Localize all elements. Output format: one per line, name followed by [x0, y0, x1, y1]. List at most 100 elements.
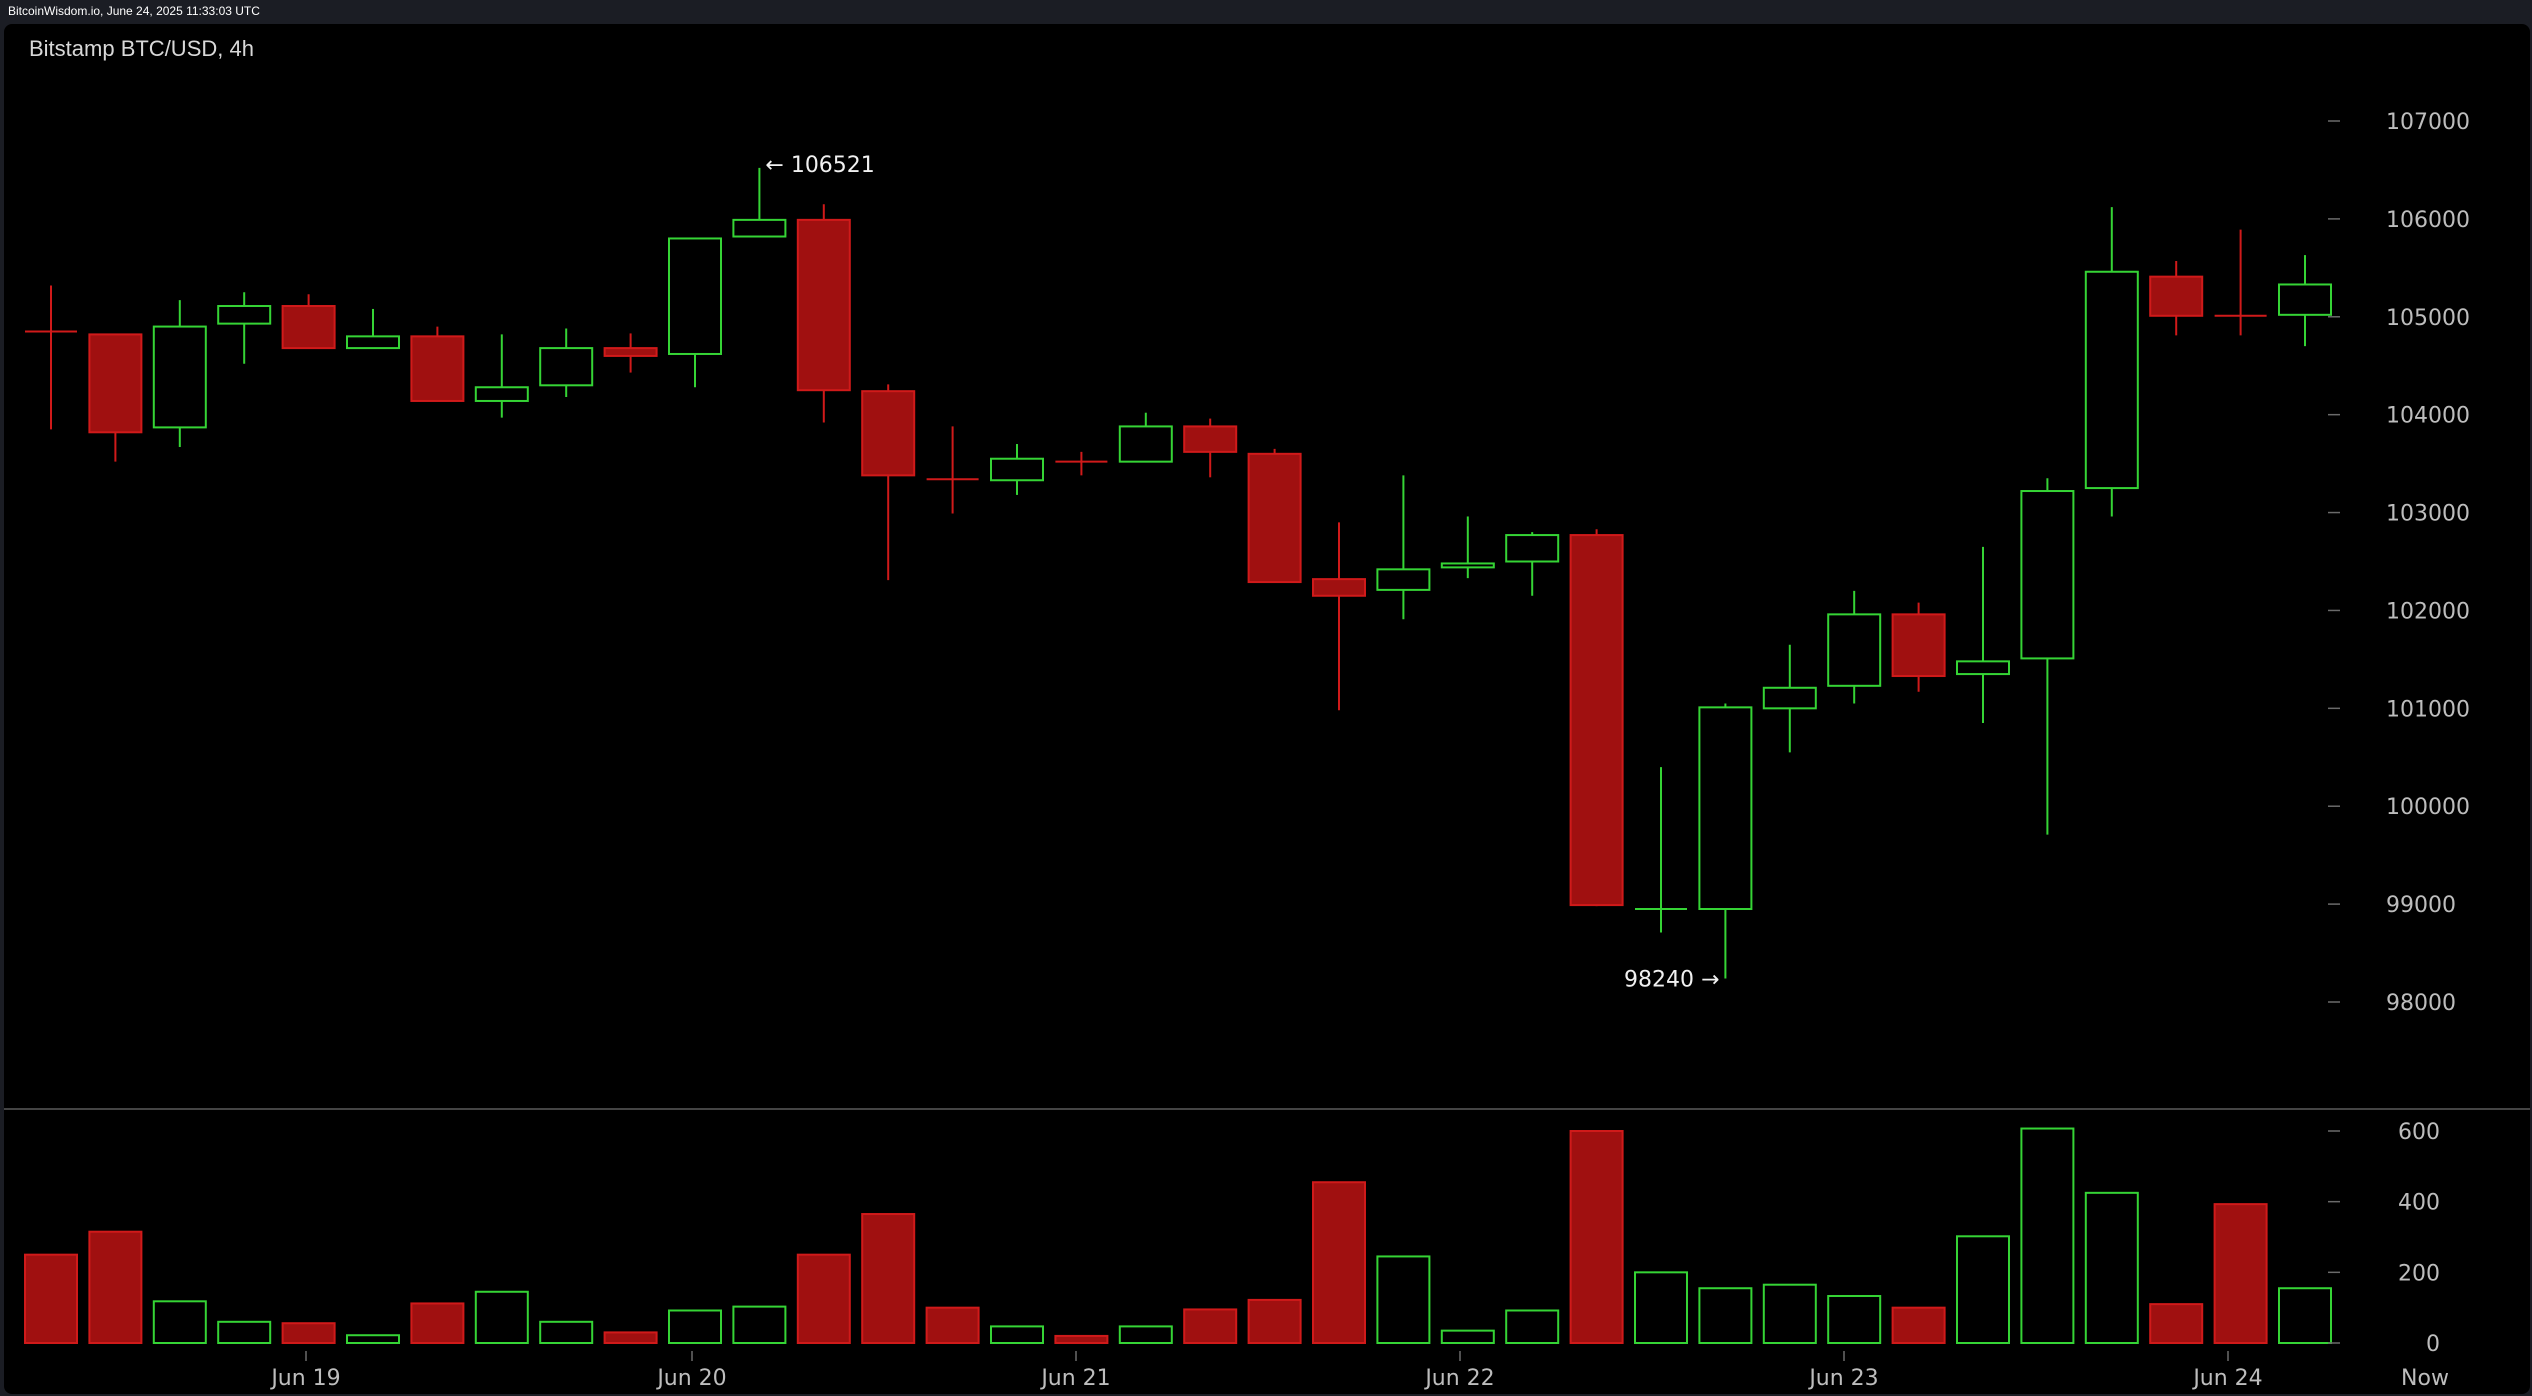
- candle: [1118, 412, 1173, 463]
- candle: [2214, 229, 2267, 336]
- volume-bar: [1698, 1287, 1753, 1344]
- volume-bar: [2213, 1203, 2268, 1345]
- volume-bar: [346, 1334, 400, 1345]
- candle: [1376, 475, 1431, 620]
- candle: [1183, 418, 1238, 478]
- volume-bar: [1762, 1283, 1817, 1344]
- time-tick-label: Jun 21: [1039, 1366, 1110, 1391]
- candle: [1055, 451, 1108, 476]
- price-tick-label: 106000: [2386, 208, 2470, 233]
- candle: [861, 384, 916, 581]
- candle: [1247, 448, 1302, 584]
- volume-bar: [1376, 1255, 1431, 1345]
- volume-bar: [1505, 1309, 1560, 1344]
- candle-body: [346, 335, 400, 350]
- chart-canvas[interactable]: 98000 99000 100000 101000 102000 103000 104000…: [4, 24, 2530, 1394]
- volume-bar: [990, 1325, 1044, 1344]
- time-tick-label: Jun 24: [2191, 1366, 2262, 1391]
- volume-bar: [1183, 1308, 1238, 1345]
- candle-body: [217, 305, 272, 325]
- volume-tick-label: 600: [2398, 1120, 2440, 1145]
- candle-body: [1569, 534, 1624, 907]
- time-tick-label: Jun 19: [269, 1366, 340, 1391]
- candle: [1312, 522, 1366, 711]
- volume-tick-label: 200: [2398, 1261, 2440, 1286]
- volume-tick-label: 0: [2426, 1332, 2440, 1357]
- candle: [474, 334, 529, 418]
- price-tick-label: 100000: [2386, 795, 2470, 820]
- candle-body: [1956, 660, 2010, 676]
- candle-body: [539, 347, 594, 387]
- candle: [732, 167, 787, 238]
- top-bar: BitcoinWisdom.io, June 24, 2025 11:33:03…: [0, 0, 2532, 24]
- price-tick-label: 103000: [2386, 502, 2470, 527]
- volume-bar: [861, 1213, 916, 1344]
- volume-bar: [88, 1230, 143, 1344]
- volume-bar: [1827, 1295, 1882, 1345]
- candle-body: [1312, 578, 1366, 597]
- candle-body: [88, 333, 143, 434]
- volume-bar: [2149, 1303, 2204, 1344]
- candle: [603, 333, 658, 373]
- volume-bar: [1440, 1329, 1495, 1344]
- candle-body: [152, 325, 207, 429]
- volume-bar: [1312, 1181, 1366, 1344]
- annotations: ← 106521 98240 →: [765, 153, 1719, 993]
- price-tick-label: 99000: [2386, 893, 2456, 918]
- candle: [1440, 516, 1495, 579]
- candle: [410, 326, 465, 402]
- axes: 98000 99000 100000 101000 102000 103000 104000…: [269, 110, 2470, 1391]
- candle-body: [990, 457, 1044, 482]
- candle: [1635, 767, 1687, 933]
- volume-bar: [410, 1302, 465, 1344]
- candle-body: [861, 390, 916, 477]
- volume-bar: [925, 1306, 980, 1344]
- candle-body: [1827, 613, 1882, 687]
- chart-panel[interactable]: 98000 99000 100000 101000 102000 103000 104000…: [4, 24, 2530, 1394]
- volume-bar: [2020, 1127, 2075, 1344]
- candle: [281, 294, 336, 350]
- candle: [668, 237, 722, 388]
- volume-bar: [2278, 1287, 2332, 1344]
- candle-body: [474, 386, 529, 402]
- volume-bar: [796, 1253, 851, 1344]
- candle-body: [1762, 686, 1817, 710]
- volume-bar: [1247, 1298, 1302, 1344]
- source-timestamp: BitcoinWisdom.io, June 24, 2025 11:33:03…: [8, 4, 260, 18]
- candle: [796, 204, 851, 423]
- candle: [2084, 207, 2139, 517]
- candle: [990, 444, 1044, 495]
- volume-bar: [2084, 1191, 2139, 1345]
- price-candles: [25, 167, 2332, 979]
- volume-bar: [152, 1300, 207, 1344]
- candle-body: [1183, 425, 1238, 453]
- candle: [1891, 602, 1946, 692]
- candle-body: [2020, 490, 2075, 660]
- candle: [1698, 703, 1753, 979]
- candle-body: [668, 237, 722, 355]
- price-tick-label: 107000: [2386, 110, 2470, 135]
- price-tick-label: 101000: [2386, 697, 2470, 722]
- volume-bar: [1118, 1325, 1173, 1344]
- candle: [2278, 255, 2332, 347]
- candle-body: [281, 305, 336, 350]
- high-annotation: ← 106521: [765, 153, 874, 178]
- time-tick-label: Jun 22: [1423, 1366, 1494, 1391]
- volume-bars: [24, 1127, 2332, 1345]
- candle-body: [1118, 425, 1173, 463]
- candle: [217, 292, 272, 364]
- low-annotation: 98240 →: [1624, 968, 1719, 993]
- chart-title: Bitstamp BTC/USD, 4h: [29, 36, 254, 61]
- volume-bar: [1054, 1334, 1109, 1345]
- volume-bar: [668, 1309, 722, 1344]
- candle-body: [1505, 534, 1560, 563]
- volume-bar: [1891, 1306, 1946, 1344]
- candle: [1762, 644, 1817, 753]
- price-tick-label: 102000: [2386, 599, 2470, 624]
- candle: [2149, 260, 2204, 336]
- candle-body: [796, 218, 851, 392]
- candle: [926, 426, 979, 514]
- time-tick-label: Jun 20: [655, 1366, 726, 1391]
- volume-bar: [281, 1322, 336, 1345]
- candle-body: [410, 335, 465, 402]
